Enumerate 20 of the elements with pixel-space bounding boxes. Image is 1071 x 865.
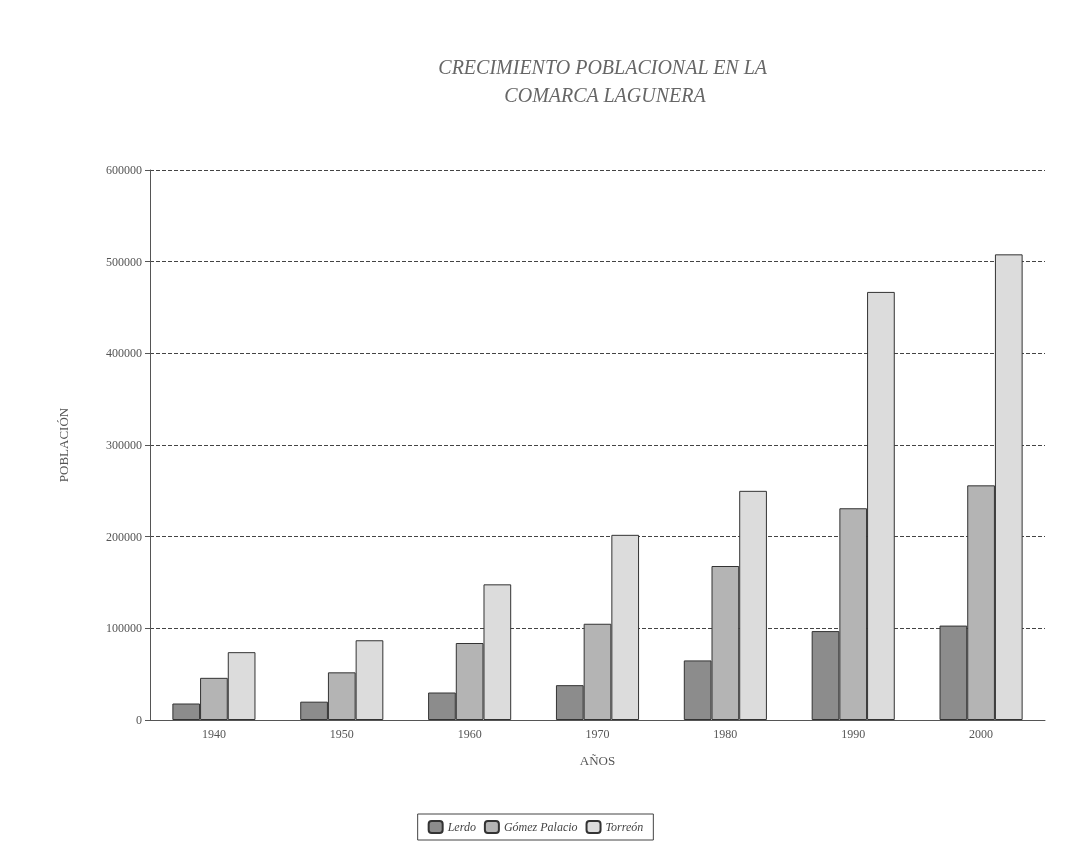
y-tick-label: 300000 [106,438,142,452]
y-tick-label: 600000 [106,163,142,177]
x-tick-label: 1990 [841,727,866,741]
x-tick-label: 2000 [969,727,994,741]
legend-label: Lerdo [446,820,476,834]
x-tick-label: 1960 [457,727,482,741]
y-tick-label: 500000 [106,254,142,269]
y-tick-label: 0 [136,713,142,727]
chart-title: CRECIMIENTO POBLACIONAL EN LA COMARCA LAGUNERA [438,56,772,106]
y-tick-label: 400000 [106,346,142,361]
x-tick-label: 1940 [201,727,226,741]
legend-label: Torreón [605,820,644,834]
x-tick-label: 1980 [713,727,738,741]
y-tick-label: 100000 [106,621,142,636]
x-tick-label: 1970 [585,727,610,741]
y-tick-label: 200000 [106,529,142,544]
x-tick-label: 1950 [329,727,354,741]
x-axis-title: AÑOS [579,753,616,768]
y-axis-title: POBLACIÓN [56,407,71,483]
legend-label: Gómez Palacio [503,820,578,834]
